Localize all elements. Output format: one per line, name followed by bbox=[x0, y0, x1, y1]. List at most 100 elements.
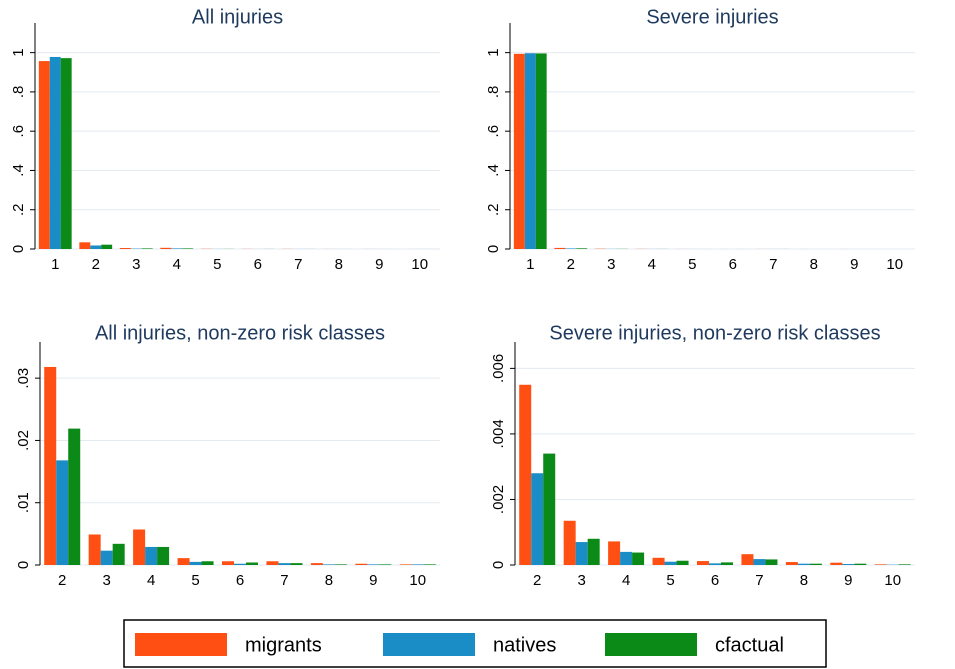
legend-swatch bbox=[383, 633, 475, 656]
x-tick-label: 4 bbox=[173, 256, 181, 273]
chart-title: All injuries bbox=[192, 6, 283, 28]
bar bbox=[620, 551, 633, 565]
bar bbox=[222, 561, 234, 565]
y-tick-label: .01 bbox=[15, 492, 32, 513]
bar bbox=[753, 559, 766, 565]
x-tick-label: 10 bbox=[409, 572, 426, 589]
x-tick-label: 4 bbox=[147, 572, 155, 589]
bar bbox=[785, 562, 798, 565]
bar bbox=[721, 562, 733, 565]
bar bbox=[664, 561, 677, 565]
bar bbox=[423, 564, 436, 565]
y-tick-label: 0 bbox=[490, 561, 507, 569]
bar bbox=[411, 564, 424, 565]
x-tick-label: 7 bbox=[280, 572, 288, 589]
legend-swatch bbox=[605, 633, 697, 656]
x-tick-label: 10 bbox=[884, 572, 901, 589]
bar bbox=[189, 561, 202, 565]
x-tick-label: 10 bbox=[886, 256, 903, 273]
x-tick-label: 2 bbox=[92, 256, 100, 273]
bar bbox=[519, 384, 532, 565]
x-tick-label: 3 bbox=[607, 256, 615, 273]
legend-label: cfactual bbox=[715, 634, 784, 656]
bar bbox=[367, 564, 380, 565]
bar bbox=[809, 563, 822, 565]
x-tick-label: 5 bbox=[213, 256, 221, 273]
x-tick-label: 2 bbox=[533, 572, 541, 589]
x-tick-label: 8 bbox=[325, 572, 333, 589]
x-tick-label: 6 bbox=[729, 256, 737, 273]
x-tick-label: 7 bbox=[769, 256, 777, 273]
bar bbox=[379, 564, 392, 565]
bar bbox=[177, 558, 190, 565]
bar bbox=[119, 248, 131, 249]
bar bbox=[697, 561, 709, 565]
bar bbox=[290, 563, 303, 565]
bar bbox=[100, 550, 113, 565]
x-tick-label: 4 bbox=[648, 256, 656, 273]
bar bbox=[741, 554, 754, 565]
x-tick-label: 9 bbox=[369, 572, 377, 589]
bar bbox=[765, 559, 778, 565]
x-tick-label: 1 bbox=[526, 256, 534, 273]
bar bbox=[322, 564, 335, 565]
bar bbox=[399, 564, 412, 565]
y-tick-label: 1 bbox=[10, 48, 27, 56]
bar bbox=[141, 248, 153, 249]
x-tick-label: 9 bbox=[844, 572, 852, 589]
bar bbox=[38, 61, 50, 249]
x-tick-label: 9 bbox=[375, 256, 383, 273]
y-tick-label: .02 bbox=[15, 430, 32, 451]
x-tick-label: 2 bbox=[58, 572, 66, 589]
bar bbox=[797, 563, 810, 565]
x-tick-label: 4 bbox=[622, 572, 630, 589]
bar bbox=[157, 546, 170, 565]
y-tick-label: .4 bbox=[10, 164, 27, 177]
y-tick-label: 0 bbox=[485, 245, 502, 253]
y-tick-label: 0 bbox=[15, 561, 32, 569]
x-tick-label: 1 bbox=[51, 256, 59, 273]
bar bbox=[60, 58, 72, 249]
bar bbox=[535, 53, 547, 250]
bar bbox=[266, 561, 279, 565]
bar bbox=[842, 564, 855, 565]
bar bbox=[44, 366, 57, 565]
bar bbox=[830, 562, 843, 565]
bar bbox=[565, 248, 577, 249]
bar bbox=[575, 542, 588, 565]
chart-title: Severe injuries bbox=[646, 6, 778, 28]
bar bbox=[234, 563, 246, 565]
x-tick-label: 10 bbox=[411, 256, 428, 273]
x-tick-label: 6 bbox=[711, 572, 719, 589]
y-tick-label: .03 bbox=[15, 368, 32, 389]
x-tick-label: 5 bbox=[666, 572, 674, 589]
legend-label: natives bbox=[493, 634, 556, 656]
bar bbox=[90, 245, 102, 249]
bar bbox=[88, 534, 101, 565]
bar bbox=[587, 538, 600, 565]
bar bbox=[898, 564, 911, 565]
bar bbox=[554, 247, 566, 249]
x-tick-label: 6 bbox=[254, 256, 262, 273]
bar bbox=[676, 560, 689, 565]
x-tick-label: 8 bbox=[810, 256, 818, 273]
bar bbox=[160, 247, 172, 249]
y-tick-label: .6 bbox=[485, 125, 502, 138]
x-tick-label: 7 bbox=[755, 572, 763, 589]
chart-title: Severe injuries, non-zero risk classes bbox=[549, 322, 880, 344]
x-tick-label: 3 bbox=[132, 256, 140, 273]
bar bbox=[576, 248, 588, 249]
chart-title: All injuries, non-zero risk classes bbox=[95, 322, 385, 344]
x-tick-label: 5 bbox=[191, 572, 199, 589]
x-tick-label: 3 bbox=[102, 572, 110, 589]
bar bbox=[632, 552, 645, 565]
bar bbox=[543, 453, 556, 565]
bar bbox=[524, 53, 536, 249]
bar bbox=[310, 563, 323, 565]
bar bbox=[201, 561, 214, 565]
x-tick-label: 6 bbox=[236, 572, 244, 589]
x-tick-label: 2 bbox=[567, 256, 575, 273]
bar bbox=[278, 563, 291, 565]
bar bbox=[854, 563, 867, 565]
